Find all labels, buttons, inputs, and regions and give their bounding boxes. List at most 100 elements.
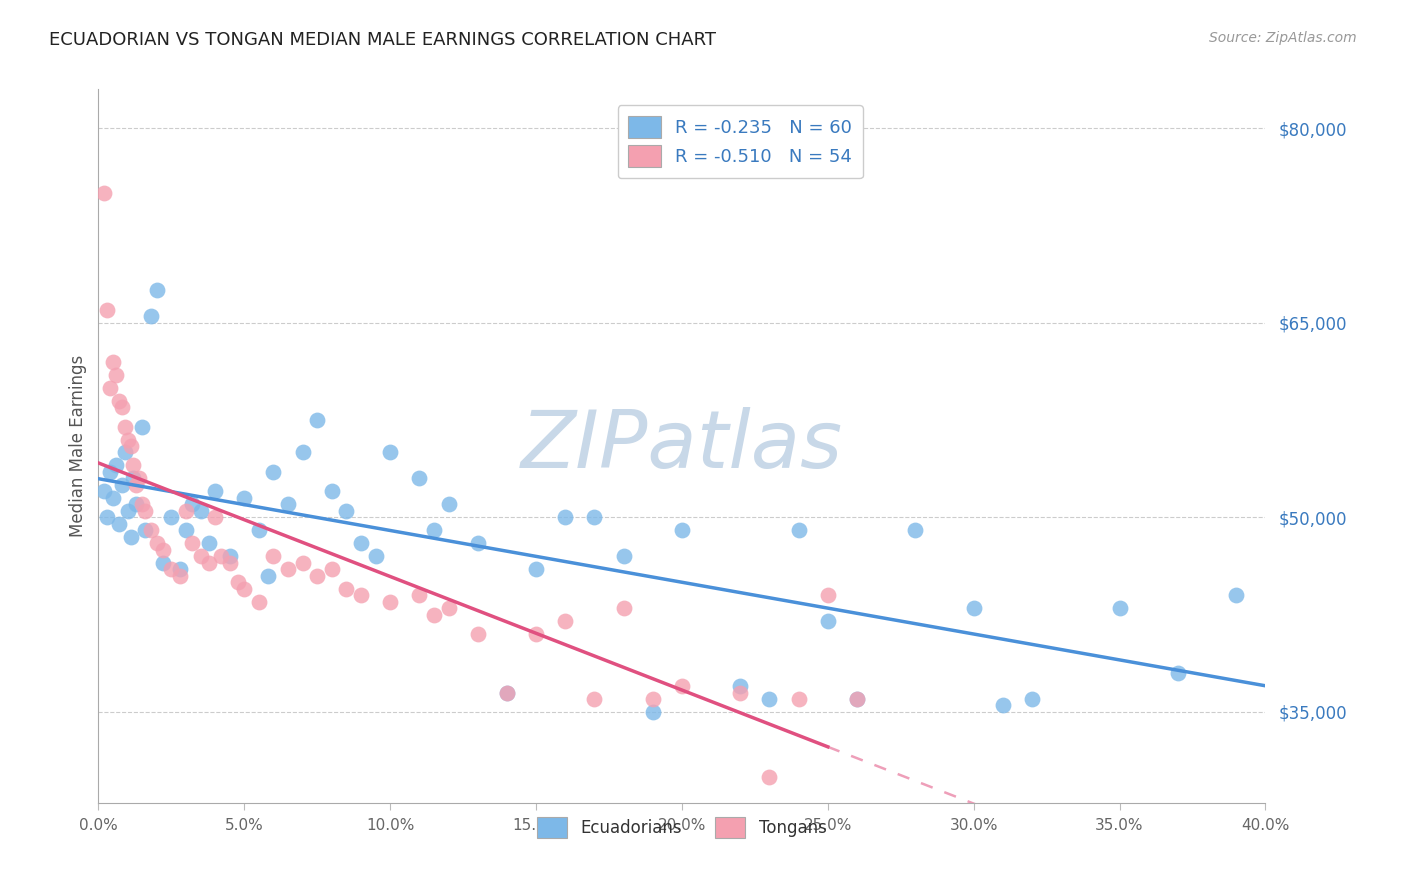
Point: [204, 484, 226, 499]
Point: [364, 549, 387, 564]
Point: [146, 536, 169, 550]
Point: [122, 471, 145, 485]
Point: [467, 627, 489, 641]
Point: [423, 524, 446, 538]
Text: Source: ZipAtlas.com: Source: ZipAtlas.com: [1209, 31, 1357, 45]
Point: [641, 692, 664, 706]
Point: [117, 504, 139, 518]
Point: [190, 549, 212, 564]
Point: [291, 445, 314, 459]
Point: [233, 491, 256, 505]
Point: [1167, 666, 1189, 681]
Point: [174, 524, 197, 538]
Point: [128, 471, 150, 485]
Point: [93, 186, 115, 200]
Point: [335, 582, 357, 596]
Point: [408, 471, 430, 485]
Point: [160, 510, 183, 524]
Point: [247, 595, 270, 609]
Point: [817, 614, 839, 628]
Point: [730, 685, 752, 699]
Point: [96, 302, 118, 317]
Point: [262, 549, 284, 564]
Point: [554, 614, 576, 628]
Point: [262, 465, 284, 479]
Point: [111, 400, 134, 414]
Point: [350, 536, 373, 550]
Point: [180, 497, 202, 511]
Point: [198, 536, 221, 550]
Point: [160, 562, 183, 576]
Point: [612, 549, 634, 564]
Point: [758, 692, 780, 706]
Point: [730, 679, 752, 693]
Point: [671, 524, 693, 538]
Point: [291, 556, 314, 570]
Point: [846, 692, 869, 706]
Point: [96, 510, 118, 524]
Point: [321, 562, 343, 576]
Point: [98, 381, 121, 395]
Point: [437, 497, 460, 511]
Point: [277, 562, 299, 576]
Point: [423, 607, 446, 622]
Point: [120, 530, 142, 544]
Point: [496, 685, 519, 699]
Point: [125, 478, 148, 492]
Point: [93, 484, 115, 499]
Point: [98, 465, 121, 479]
Point: [125, 497, 148, 511]
Point: [131, 419, 153, 434]
Point: [641, 705, 664, 719]
Text: ECUADORIAN VS TONGAN MEDIAN MALE EARNINGS CORRELATION CHART: ECUADORIAN VS TONGAN MEDIAN MALE EARNING…: [49, 31, 716, 49]
Point: [169, 568, 191, 582]
Point: [117, 433, 139, 447]
Point: [496, 685, 519, 699]
Point: [134, 504, 156, 518]
Point: [174, 504, 197, 518]
Point: [787, 524, 810, 538]
Point: [904, 524, 927, 538]
Point: [209, 549, 232, 564]
Point: [180, 536, 202, 550]
Point: [583, 692, 606, 706]
Legend: Ecuadorians, Tongans: Ecuadorians, Tongans: [530, 811, 834, 845]
Point: [190, 504, 212, 518]
Point: [114, 419, 136, 434]
Point: [524, 627, 547, 641]
Point: [350, 588, 373, 602]
Point: [228, 575, 250, 590]
Point: [152, 556, 174, 570]
Point: [554, 510, 576, 524]
Y-axis label: Median Male Earnings: Median Male Earnings: [69, 355, 87, 537]
Point: [114, 445, 136, 459]
Point: [1225, 588, 1247, 602]
Point: [108, 393, 131, 408]
Point: [218, 556, 240, 570]
Point: [247, 524, 270, 538]
Point: [380, 445, 402, 459]
Point: [146, 283, 169, 297]
Point: [612, 601, 634, 615]
Point: [131, 497, 153, 511]
Point: [111, 478, 134, 492]
Point: [104, 368, 127, 382]
Point: [524, 562, 547, 576]
Point: [152, 542, 174, 557]
Point: [962, 601, 984, 615]
Point: [991, 698, 1014, 713]
Point: [139, 524, 162, 538]
Point: [204, 510, 226, 524]
Point: [846, 692, 869, 706]
Point: [134, 524, 156, 538]
Point: [233, 582, 256, 596]
Point: [671, 679, 693, 693]
Point: [108, 516, 131, 531]
Point: [1021, 692, 1043, 706]
Point: [437, 601, 460, 615]
Point: [198, 556, 221, 570]
Point: [120, 439, 142, 453]
Point: [104, 458, 127, 473]
Point: [335, 504, 357, 518]
Point: [583, 510, 606, 524]
